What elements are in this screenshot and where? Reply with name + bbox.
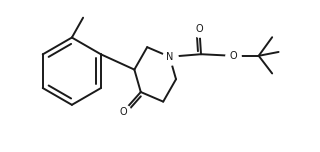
Text: O: O <box>229 51 237 61</box>
Text: O: O <box>196 24 203 34</box>
Text: N: N <box>166 52 173 62</box>
Text: O: O <box>119 107 127 117</box>
